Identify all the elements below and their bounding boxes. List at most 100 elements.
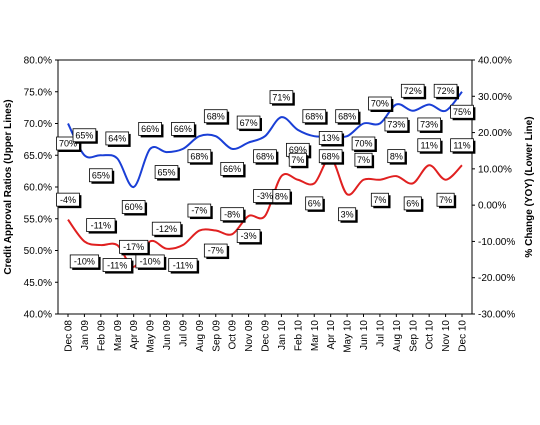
data-label-text: 6% <box>308 199 321 209</box>
data-label: -4% <box>56 192 82 209</box>
right-tick-label: -20.00% <box>478 273 515 284</box>
data-label: -10% <box>69 254 101 270</box>
data-label-box <box>417 117 441 132</box>
approval-ratio-line <box>67 91 463 188</box>
data-label-text: -12% <box>156 224 177 234</box>
data-label: 64% <box>105 131 131 147</box>
x-tick-label: Jan 09 <box>80 320 91 350</box>
series-lines <box>67 91 463 268</box>
data-label-text: 64% <box>108 134 126 144</box>
data-label-text: 60% <box>125 202 143 212</box>
data-label-text: -8% <box>224 209 240 219</box>
x-tick-label: Dec 09 <box>261 320 272 352</box>
data-label-text: 7% <box>439 195 452 205</box>
data-label: 73% <box>384 117 410 133</box>
data-label: 8% <box>387 149 407 165</box>
data-label-box <box>102 258 132 272</box>
data-label-text: 65% <box>75 130 93 140</box>
data-label-box <box>302 109 327 124</box>
x-tick-label: Aug 09 <box>195 320 206 352</box>
data-label-text: 13% <box>322 133 340 143</box>
x-tick-label: Feb 09 <box>96 320 107 352</box>
data-label-text: 70% <box>59 139 77 149</box>
x-tick-label: Dec 08 <box>64 320 75 352</box>
data-label-text: -3% <box>241 231 257 241</box>
data-label-text: 65% <box>92 170 110 180</box>
right-tick-label: -30.00% <box>478 310 515 321</box>
data-label-box <box>269 90 294 105</box>
data-label: 68% <box>318 149 345 165</box>
data-label-text: -7% <box>208 246 224 256</box>
right-axis: -30.00% -20.00% -10.00% 0.00% 10.00% 20.00% 30… <box>472 56 515 321</box>
data-label-box <box>220 161 244 176</box>
right-axis-title: % Change (YOY) (Lower Line) <box>524 116 535 257</box>
x-tick-label: Apr 10 <box>326 320 337 350</box>
x-tick-label: Nov 09 <box>244 320 255 352</box>
data-label-text: 67% <box>240 118 258 128</box>
data-label-text: 7% <box>291 155 304 165</box>
x-tick-label: Jan 10 <box>277 320 288 350</box>
data-label: -7% <box>187 203 213 220</box>
data-label-text: -10% <box>74 257 95 267</box>
data-label: 70% <box>351 136 377 152</box>
data-label: 6% <box>403 196 424 212</box>
data-label: 73% <box>417 117 443 133</box>
data-label-text: 66% <box>174 124 192 134</box>
data-label-box <box>220 207 244 222</box>
data-label-text: 70% <box>371 99 389 109</box>
right-tick-label: -10.00% <box>478 237 515 248</box>
data-label: 3% <box>338 207 358 223</box>
left-tick-label: 50.0% <box>24 246 52 257</box>
data-label: 65% <box>72 128 98 144</box>
data-label-box <box>89 168 113 183</box>
data-label-text: -10% <box>140 257 161 267</box>
data-label: -10% <box>135 254 167 270</box>
right-tick-label: 0.00% <box>478 201 506 212</box>
data-label: 7% <box>288 152 309 169</box>
x-tick-label: Sep 09 <box>211 320 222 352</box>
data-label-box <box>187 203 212 218</box>
data-label-box <box>203 243 228 258</box>
data-label-text: 8% <box>390 151 403 161</box>
data-label: 71% <box>269 90 295 106</box>
data-label-text: -11% <box>107 260 127 270</box>
data-label-text: 73% <box>387 120 405 130</box>
x-tick-label: Feb 10 <box>293 320 304 352</box>
data-label: 68% <box>335 109 361 125</box>
data-label-box <box>168 258 198 272</box>
data-label-text: 68% <box>256 151 274 161</box>
data-label-box <box>203 109 228 124</box>
data-label-box <box>403 196 422 211</box>
x-tick-label: Sep 10 <box>408 320 419 352</box>
x-tick-label: Mar 09 <box>113 320 124 352</box>
data-label-box <box>138 122 162 136</box>
x-tick-label: Nov 10 <box>441 320 452 352</box>
data-label-text: 8% <box>275 191 288 201</box>
data-label-box <box>171 122 195 136</box>
data-label: 7% <box>354 152 375 169</box>
data-label-box <box>318 149 343 164</box>
data-label-text: -4% <box>60 195 76 205</box>
data-label-box <box>151 221 182 236</box>
data-label-text: 68% <box>305 111 323 121</box>
data-label: -8% <box>220 207 246 223</box>
data-label-box <box>338 207 357 222</box>
x-tick-label: Aug 10 <box>392 320 403 352</box>
data-label: 66% <box>220 161 246 178</box>
data-label-text: -11% <box>91 220 111 230</box>
x-tick-label: Jul 10 <box>375 320 386 347</box>
data-label-box <box>105 131 130 146</box>
left-axis: 40.0% 45.0% 50.0% 55.0% 60.0% 65.0% 70.0% 75.0%… <box>24 56 58 321</box>
data-label-text: 7% <box>357 155 370 165</box>
x-tick-label: Jun 10 <box>359 320 370 350</box>
data-label: 66% <box>138 122 164 138</box>
left-tick-label: 55.0% <box>24 214 52 225</box>
left-tick-label: 65.0% <box>24 151 52 162</box>
data-label: 68% <box>253 149 279 165</box>
data-label-box <box>72 128 97 143</box>
left-tick-label: 80.0% <box>24 56 52 67</box>
x-tick-label: Oct 09 <box>228 320 239 350</box>
data-label: 68% <box>187 149 213 165</box>
data-label: 66% <box>171 122 197 138</box>
